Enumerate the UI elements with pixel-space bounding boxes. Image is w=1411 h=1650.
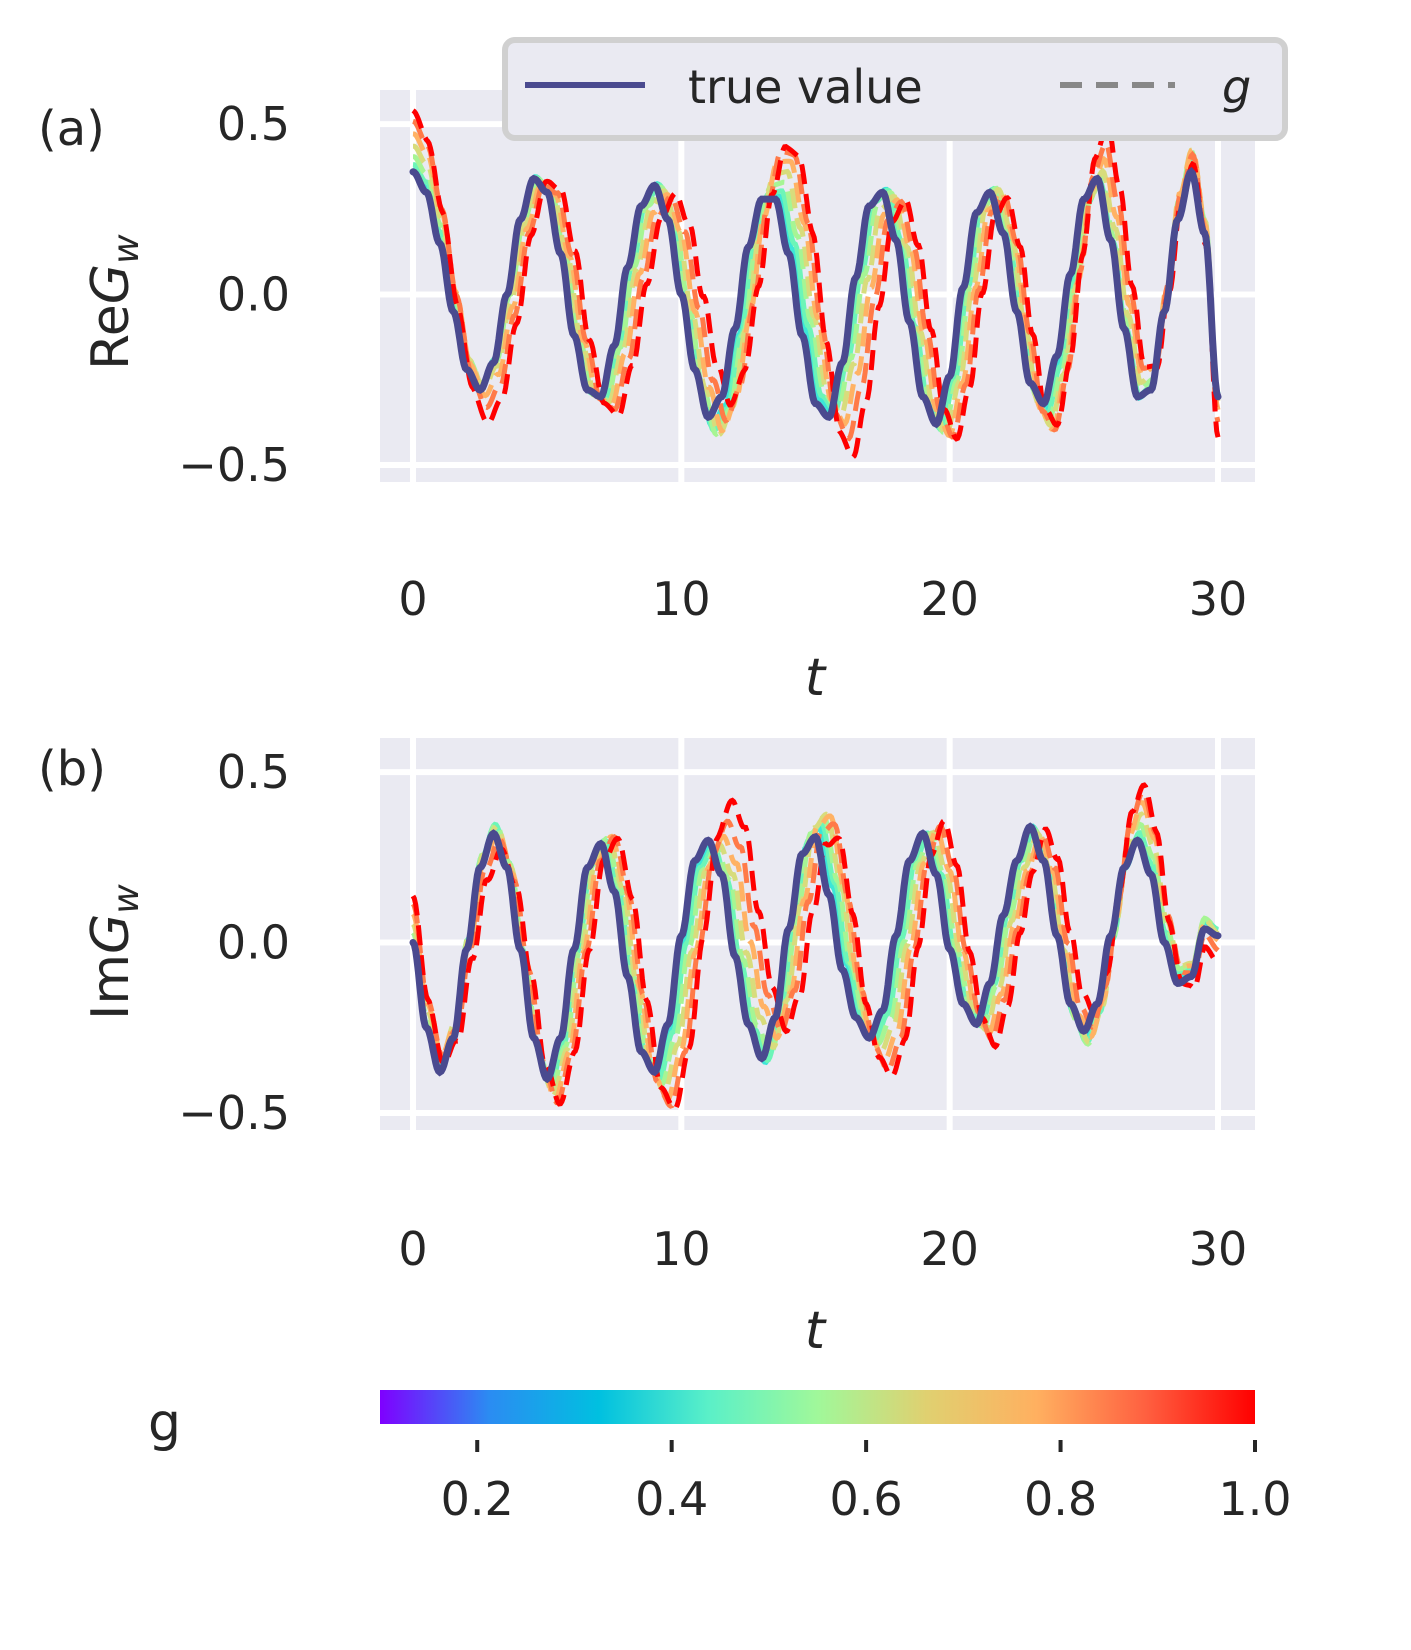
g-curve-a-0.6 (412, 150, 1221, 438)
colorbar-tick-label: 0.2 (441, 1472, 514, 1526)
ytick-label: −0.5 (178, 1086, 290, 1140)
colorbar-tick-label: 1.0 (1218, 1472, 1291, 1526)
yticks-a: 0.5 0.0 −0.5 (178, 97, 290, 492)
xlabel-a: t (805, 648, 827, 708)
yticks-b: 0.5 0.0 −0.5 (178, 745, 290, 1140)
colorbar: g 0.2 0.4 0.6 0.8 1.0 (148, 1390, 1292, 1526)
colorbar-gradient (380, 1390, 1255, 1424)
plot-background-b (380, 738, 1255, 1130)
ytick-label: 0.5 (217, 745, 290, 799)
ylabel-a-subscript: w (106, 234, 147, 264)
panel-label-a: (a) (38, 101, 105, 157)
ylabel-b-subscript: w (106, 884, 147, 914)
xtick-label: 30 (1189, 1222, 1248, 1276)
xtick-label: 10 (652, 1222, 711, 1276)
colorbar-tick-label: 0.6 (830, 1472, 903, 1526)
ylabel-a-symbol: G (81, 264, 141, 304)
ytick-label: 0.0 (217, 268, 290, 322)
ylabel-b: ImGw (81, 884, 147, 1020)
panel-a: (a) 0.5 0.0 −0.5 0 10 20 30 ReGw t (38, 90, 1255, 708)
legend-label-true-value: true value (688, 60, 923, 114)
xtick-label: 0 (398, 1222, 427, 1276)
colorbar-ticks: 0.2 0.4 0.6 0.8 1.0 (441, 1440, 1292, 1526)
xtick-label: 0 (398, 572, 427, 626)
xticks-b: 0 10 20 30 (398, 1222, 1247, 1276)
xtick-label: 30 (1189, 572, 1248, 626)
ylabel-a-main: Re (81, 304, 141, 370)
legend-label-g: g (1222, 60, 1251, 114)
xtick-label: 20 (920, 1222, 979, 1276)
xtick-label: 10 (652, 572, 711, 626)
xlabel-b: t (805, 1301, 827, 1361)
g-curve-b-0.9 (410, 789, 1220, 1109)
legend: true value g (502, 37, 1288, 141)
xtick-label: 20 (920, 572, 979, 626)
curves-b (409, 782, 1222, 1112)
colorbar-tick-label: 0.4 (635, 1472, 708, 1526)
panel-b: (b) 0.5 0.0 −0.5 0 10 20 30 ImGw t (38, 738, 1255, 1361)
g-curve-a-1 (411, 108, 1221, 461)
ytick-label: −0.5 (178, 438, 290, 492)
panel-label-b: (b) (38, 741, 106, 797)
ylabel-a: ReGw (81, 234, 147, 370)
ylabel-b-main: Im (81, 954, 141, 1020)
colorbar-tick-label: 0.8 (1024, 1472, 1097, 1526)
xticks-a: 0 10 20 30 (398, 572, 1247, 626)
true-value-curve-a (409, 166, 1222, 429)
legend-box (502, 37, 1288, 141)
ylabel-b-symbol: G (81, 914, 141, 954)
ytick-label: 0.5 (217, 97, 290, 151)
curves-a (409, 108, 1222, 461)
true-value-curve-b (409, 822, 1222, 1084)
colorbar-label: g (148, 1393, 181, 1453)
ytick-label: 0.0 (217, 916, 290, 970)
